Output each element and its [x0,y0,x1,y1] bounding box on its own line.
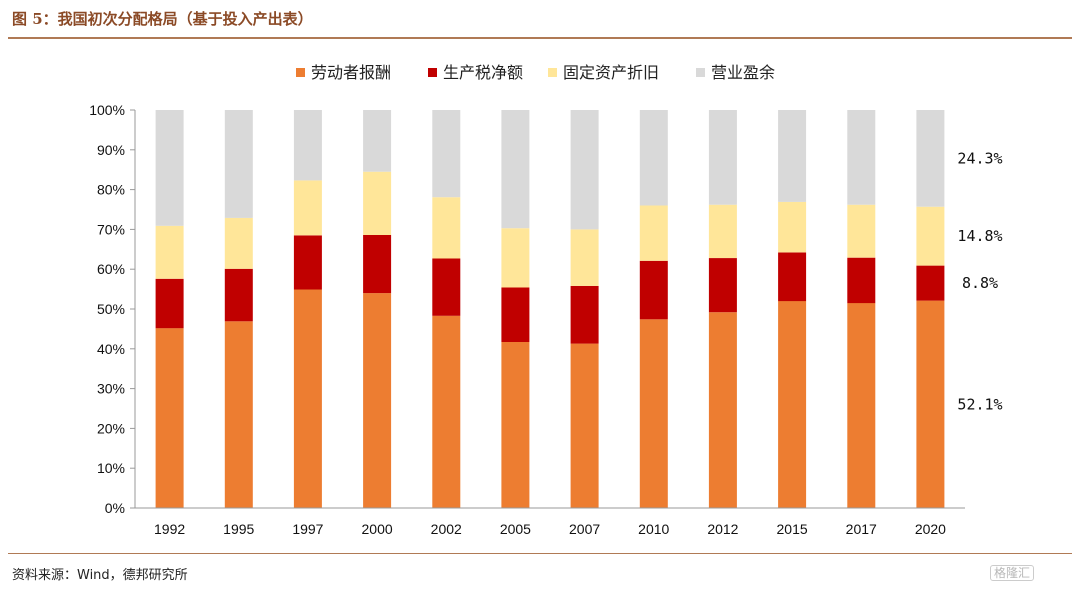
legend-label: 生产税净额 [443,63,523,82]
bar-segment [708,312,737,508]
top-rule [8,37,1072,39]
bar-segment [708,110,737,205]
y-tick-label: 30% [97,381,125,397]
bar-segment [847,257,876,304]
bar-segment [432,110,461,198]
y-tick-label: 0% [105,500,125,516]
y-tick-label: 10% [97,460,125,476]
x-tick-label: 2010 [638,521,669,537]
bar-segment [224,321,253,508]
y-tick-label: 70% [97,221,125,237]
bar-segment [293,235,322,290]
bar-segment [224,110,253,218]
bar-segment [155,328,184,508]
bar-segment [501,110,530,229]
x-tick-label: 2002 [431,521,462,537]
bar-segment [847,110,876,205]
bar-segment [224,217,253,269]
bar-segment [639,205,668,261]
y-tick-label: 80% [97,182,125,198]
bar-segment [916,300,945,508]
bar-segment [293,180,322,236]
data-annotation: 52.1% [957,395,1002,413]
bar-segment [708,204,737,258]
bar-segment [639,260,668,320]
bar-segment [570,343,599,508]
bar-segment [847,303,876,508]
bar-segment [363,293,392,508]
x-tick-label: 2012 [707,521,738,537]
bar-segment [155,225,184,279]
bar-segment [293,110,322,181]
data-annotation: 24.3% [957,149,1002,167]
bar-segment [363,110,392,172]
bar-segment [363,235,392,294]
y-tick-label: 60% [97,261,125,277]
watermark-logo: 格隆汇 [990,565,1035,581]
bar-segment [363,171,392,235]
bar-segment [778,252,807,302]
bar-segment [847,204,876,258]
bar-segment [432,197,461,259]
x-tick-label: 2015 [777,521,808,537]
bar-segment [432,315,461,508]
x-tick-label: 2007 [569,521,600,537]
y-axis: 0% 10% 20% 30% 40% 50% 60% 70% 80% 90% 100% [89,102,136,516]
legend: 劳动者报酬 生产税净额 固定资产折旧 营业盈余 [296,63,775,82]
legend-label: 营业盈余 [711,63,775,82]
bar-segment [155,110,184,226]
y-tick-label: 90% [97,142,125,158]
x-tick-label: 1995 [223,521,254,537]
bar-segment [501,228,530,288]
legend-swatch [428,68,437,77]
legend-swatch [696,68,705,77]
stacked-bar-chart: 劳动者报酬 生产税净额 固定资产折旧 营业盈余 0% 10% 20% 30% 40% 50% 60… [89,63,1002,537]
bar-segment [708,258,737,313]
x-tick-label: 1997 [292,521,323,537]
y-tick-label: 100% [89,102,125,118]
bar-segment [916,110,945,207]
source-note: 资料来源：Wind，德邦研究所 [12,568,188,583]
chart-title: 图 5：我国初次分配格局（基于投入产出表） [12,10,313,28]
bar-segment [778,201,807,253]
bar-segment [916,206,945,266]
x-tick-label: 2005 [500,521,531,537]
bar-segment [501,287,530,342]
bar-segment [155,278,184,329]
legend-swatch [548,68,557,77]
bar-segment [778,110,807,202]
data-annotation: 8.8% [962,274,998,292]
bar-segment [293,289,322,508]
legend-label: 劳动者报酬 [311,63,391,82]
y-tick-label: 40% [97,341,125,357]
annotations: 52.1% 8.8% 14.8% 24.3% [957,149,1002,413]
bar-segment [639,319,668,508]
bottom-rule [8,553,1072,554]
bar-segment [570,110,599,230]
data-annotation: 14.8% [957,227,1002,245]
x-axis: 1992 1995 1997 2000 2002 2005 2007 2010 2012 2015… [135,507,965,537]
x-tick-label: 1992 [154,521,185,537]
bar-segment [639,110,668,206]
bar-segment [570,285,599,344]
bar-segment [432,258,461,316]
bar-segment [778,301,807,508]
y-tick-label: 50% [97,301,125,317]
bar-segment [570,229,599,286]
legend-swatch [296,68,305,77]
bar-segment [916,265,945,301]
x-tick-label: 2017 [846,521,877,537]
bars [155,110,945,508]
legend-label: 固定资产折旧 [563,63,659,82]
x-tick-label: 2000 [362,521,393,537]
y-tick-label: 20% [97,420,125,436]
bar-segment [224,268,253,322]
x-tick-label: 2020 [915,521,946,537]
bar-segment [501,342,530,508]
